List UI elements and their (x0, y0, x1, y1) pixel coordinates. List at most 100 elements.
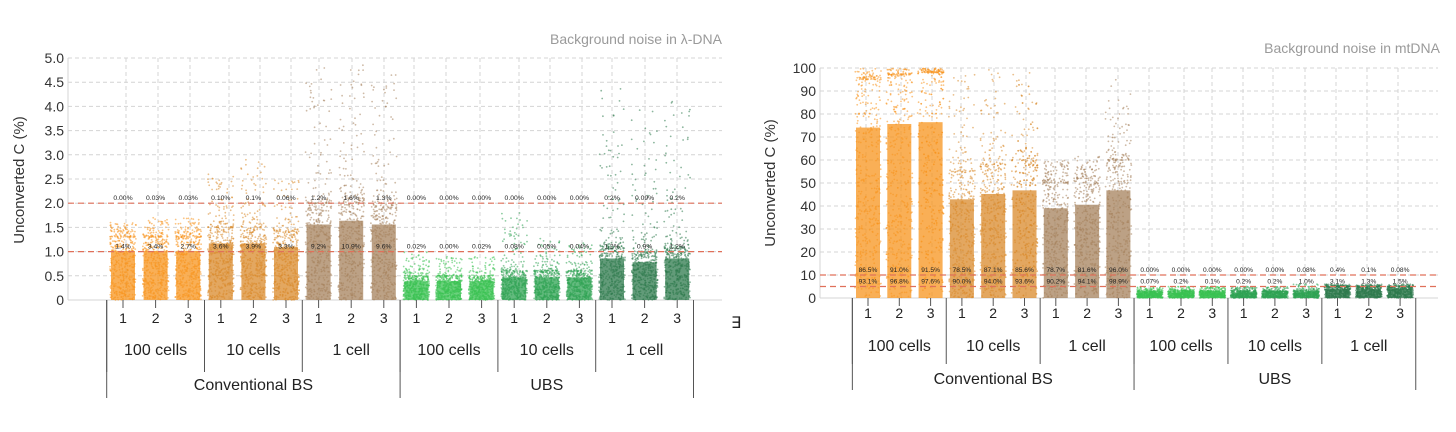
data-point (293, 230, 296, 233)
data-point (110, 224, 112, 226)
data-point (282, 240, 284, 243)
data-point (351, 158, 354, 161)
data-point (362, 186, 365, 189)
data-point (435, 295, 438, 298)
data-point (174, 218, 177, 221)
replicate-label: 3 (184, 310, 192, 326)
data-point (179, 234, 182, 236)
data-point (447, 260, 450, 263)
data-point (231, 229, 234, 232)
data-point (439, 272, 441, 275)
data-point (185, 237, 188, 240)
data-point (153, 224, 155, 227)
data-point (395, 238, 398, 241)
data-point (197, 218, 200, 221)
data-point (293, 223, 295, 226)
data-point (421, 278, 424, 281)
data-point (391, 191, 393, 194)
data-point (320, 206, 323, 209)
data-point (320, 78, 322, 81)
data-point (256, 218, 259, 221)
data-point (160, 232, 163, 234)
data-point (309, 108, 312, 110)
data-point (291, 240, 294, 243)
data-point (218, 228, 221, 230)
data-point (149, 232, 152, 235)
data-point (362, 92, 365, 95)
data-point (148, 237, 151, 240)
data-point (346, 174, 349, 177)
data-point (305, 199, 308, 202)
data-point (338, 204, 340, 207)
data-point (456, 269, 459, 271)
data-point (119, 237, 122, 240)
data-point (186, 241, 188, 244)
data-point (453, 273, 455, 276)
data-point (411, 256, 414, 259)
data-point (437, 272, 440, 275)
data-point (321, 221, 324, 224)
data-point (446, 274, 449, 277)
data-point (241, 212, 243, 215)
data-point (358, 209, 361, 212)
data-point (425, 264, 427, 267)
data-point (443, 273, 446, 276)
data-label-low: 3.6% (213, 244, 229, 251)
data-point (351, 177, 354, 180)
data-point (453, 260, 456, 262)
data-point (152, 236, 155, 238)
data-point (249, 227, 252, 230)
data-point (327, 214, 330, 217)
data-point (468, 271, 471, 274)
data-point (320, 203, 323, 206)
data-point (214, 231, 217, 234)
data-point (375, 206, 378, 208)
data-point (198, 246, 201, 249)
data-point (419, 265, 422, 268)
data-point (251, 216, 254, 219)
data-point (393, 82, 395, 85)
data-point (360, 132, 363, 135)
data-point (185, 232, 188, 235)
data-point (128, 235, 130, 238)
data-point (338, 127, 341, 130)
data-point (484, 264, 486, 267)
data-point (392, 221, 395, 224)
data-point (370, 84, 373, 87)
replicate-label: 2 (152, 310, 160, 326)
data-point (265, 182, 267, 185)
data-point (284, 217, 287, 220)
data-point (276, 217, 278, 219)
data-point (370, 162, 373, 165)
data-point (317, 208, 319, 211)
data-point (261, 177, 264, 180)
data-point (263, 234, 265, 237)
data-point (161, 223, 164, 225)
data-point (395, 206, 398, 209)
data-point (207, 178, 209, 181)
data-point (174, 230, 177, 233)
data-point (217, 240, 220, 243)
data-point (298, 276, 300, 278)
data-point (395, 209, 398, 212)
data-point (158, 220, 160, 223)
data-point (323, 67, 326, 69)
data-point (253, 182, 256, 185)
data-point (475, 274, 478, 277)
data-point (124, 235, 127, 238)
data-point (287, 237, 290, 239)
data-point (323, 139, 326, 141)
data-point (435, 284, 437, 287)
data-point (425, 259, 428, 261)
lambda-dna-chart: Background noise in λ-DNA Unconverted C … (11, 31, 723, 398)
data-point (240, 240, 242, 243)
data-point (477, 267, 479, 269)
data-point (350, 148, 353, 150)
replicate-strip (141, 216, 170, 301)
data-label-high: 0.00% (113, 195, 132, 202)
data-point (308, 204, 311, 207)
data-point (156, 240, 159, 243)
data-point (330, 244, 333, 247)
data-point (476, 257, 479, 259)
data-point (196, 243, 198, 246)
